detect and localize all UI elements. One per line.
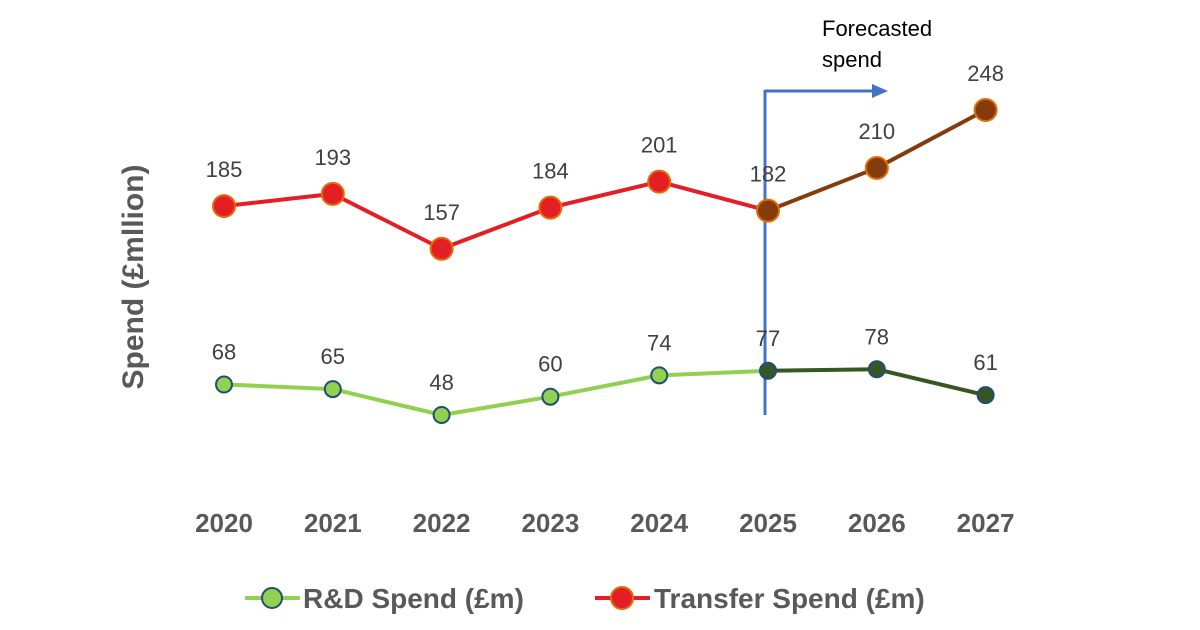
x-tick-2026: 2026 (848, 508, 906, 538)
x-axis-ticks: 2020 2021 2022 2023 2024 2025 2026 2027 (195, 508, 1014, 538)
rd-spend-value-2020: 68 (212, 340, 236, 365)
transfer-spend-point-2026 (864, 155, 889, 180)
data-labels: 68 65 48 60 74 77 78 61 185 193 157 184 201 182 210 248 (206, 61, 1004, 395)
legend-rd-spend-label: R&D Spend (£m) (303, 583, 524, 614)
rd-spend-value-2021: 65 (321, 344, 345, 369)
x-tick-2022: 2022 (413, 508, 471, 538)
rd-spend-value-2026: 78 (865, 324, 889, 349)
forecast-arrow-head (872, 84, 888, 98)
transfer-spend-value-2027: 248 (967, 61, 1004, 86)
rd-spend-value-2027: 61 (973, 350, 997, 375)
transfer-spend-point-2027 (973, 98, 998, 122)
rd-spend-point-2021 (323, 380, 342, 399)
forecast-marker: Forecasted spend (763, 16, 932, 415)
rd-spend-value-2024: 74 (647, 330, 671, 355)
legend-transfer-spend-marker (610, 586, 634, 610)
rd-spend-value-2025: 77 (756, 326, 780, 351)
transfer-spend-value-2021: 193 (314, 145, 351, 170)
legend-transfer-spend-label: Transfer Spend (£m) (654, 583, 925, 614)
transfer-spend-value-2022: 157 (423, 200, 460, 225)
rd-spend-point-2023 (541, 387, 560, 406)
transfer-spend-point-2024 (647, 169, 672, 194)
rd-spend-point-2027 (976, 386, 995, 405)
x-tick-2023: 2023 (521, 508, 579, 538)
rd-spend-value-2022: 48 (429, 370, 453, 395)
series-markers (212, 98, 998, 424)
transfer-spend-point-2025 (756, 198, 780, 223)
transfer-spend-value-2026: 210 (858, 119, 895, 144)
rd-spend-line-actual (223, 368, 769, 417)
y-axis-label: Spend (£mllion) (117, 165, 150, 390)
legend-rd-spend-marker (261, 587, 283, 609)
transfer-spend-line-actual (223, 179, 769, 251)
forecast-label-line-2: spend (822, 47, 882, 72)
transfer-spend-point-2020 (212, 194, 236, 219)
rd-spend-point-2026 (867, 360, 886, 379)
forecast-label-line-1: Forecasted (822, 16, 932, 41)
transfer-spend-point-2023 (538, 195, 563, 220)
series-lines (223, 108, 987, 417)
transfer-spend-value-2023: 184 (532, 159, 569, 184)
transfer-spend-point-2022 (429, 236, 454, 261)
transfer-spend-point-2021 (320, 181, 345, 206)
x-tick-2027: 2027 (957, 508, 1015, 538)
transfer-spend-value-2020: 185 (206, 157, 243, 182)
legend: R&D Spend (£m) Transfer Spend (£m) (245, 583, 925, 614)
rd-spend-point-2020 (215, 375, 233, 394)
x-tick-2024: 2024 (630, 508, 688, 538)
rd-spend-point-2024 (650, 366, 669, 385)
rd-spend-point-2022 (432, 406, 451, 424)
x-tick-2025: 2025 (739, 508, 797, 538)
transfer-spend-value-2024: 201 (641, 133, 678, 158)
x-tick-2020: 2020 (195, 508, 253, 538)
transfer-spend-value-2025: 182 (750, 162, 787, 187)
x-tick-2021: 2021 (304, 508, 362, 538)
rd-spend-value-2023: 60 (538, 352, 562, 377)
rd-spend-point-2025 (759, 361, 777, 380)
